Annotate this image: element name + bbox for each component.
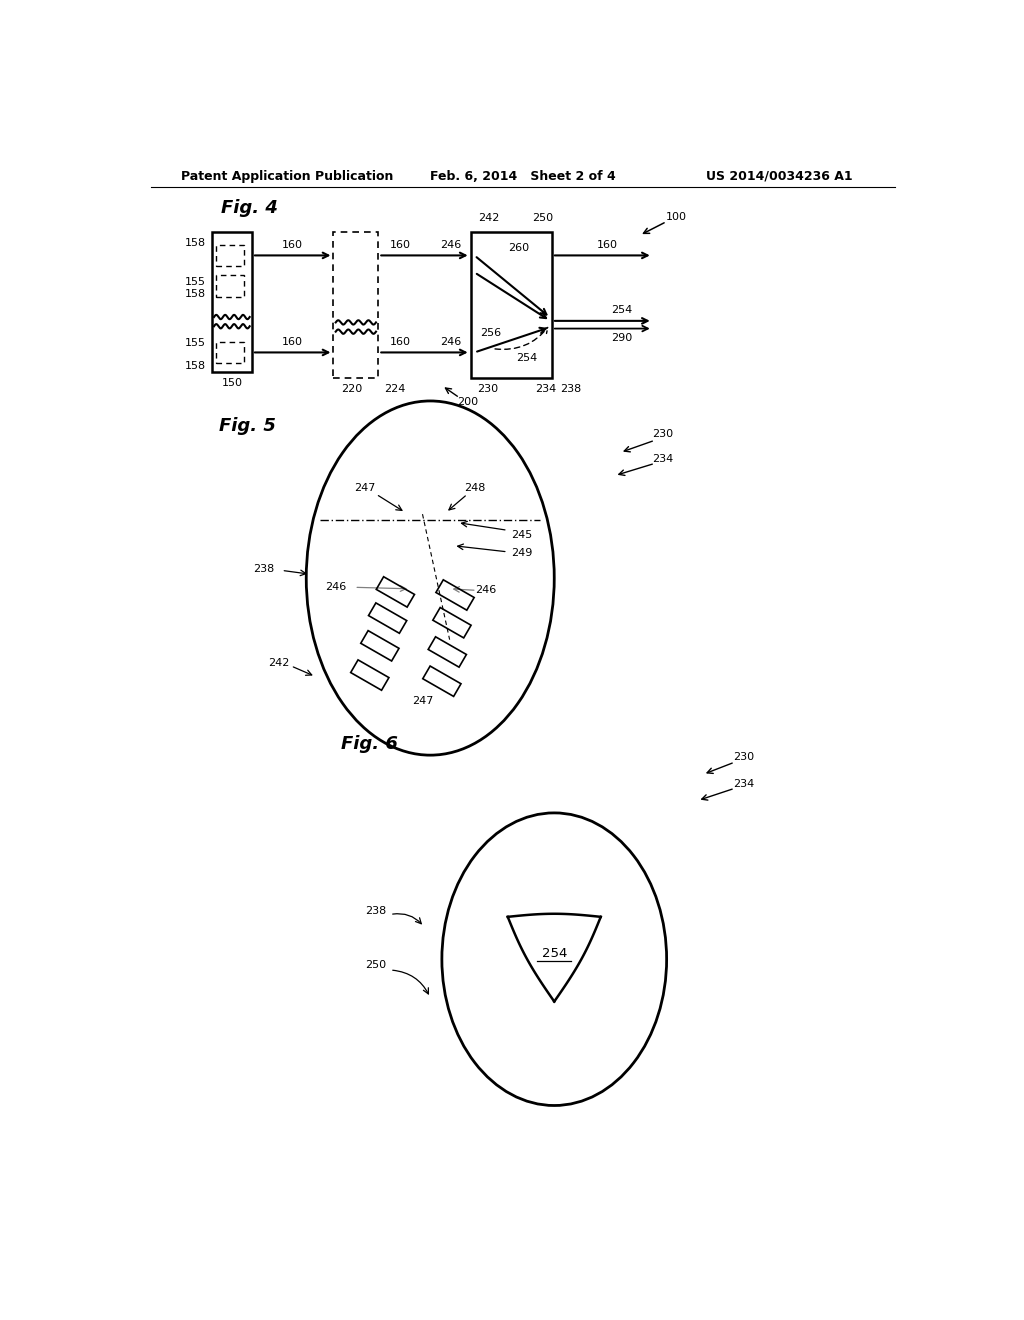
Text: 100: 100 [667, 213, 687, 222]
Text: 224: 224 [385, 384, 406, 393]
Bar [410, 558, 444, 573]
Bar [376, 577, 415, 607]
Text: 256: 256 [480, 329, 502, 338]
Text: Patent Application Publication: Patent Application Publication [180, 169, 393, 182]
Text: Fig. 4: Fig. 4 [221, 199, 278, 218]
Bar [401, 512, 452, 529]
Text: Feb. 6, 2014   Sheet 2 of 4: Feb. 6, 2014 Sheet 2 of 4 [430, 169, 616, 182]
Text: 242: 242 [268, 657, 290, 668]
Text: 230: 230 [733, 752, 755, 763]
Text: 230: 230 [652, 429, 674, 440]
Bar [334, 232, 378, 378]
Text: 155: 155 [185, 277, 206, 286]
Bar [212, 232, 252, 372]
Text: 200: 200 [457, 397, 478, 408]
Bar [216, 342, 245, 363]
Bar [410, 581, 444, 595]
Text: 234: 234 [536, 384, 556, 393]
Text: 246: 246 [475, 585, 497, 595]
Text: 158: 158 [185, 289, 206, 298]
Text: 238: 238 [253, 564, 274, 574]
Bar [436, 579, 474, 610]
Text: 254: 254 [516, 352, 537, 363]
Text: 160: 160 [597, 240, 618, 251]
Text: 245: 245 [512, 529, 532, 540]
Text: 158: 158 [185, 362, 206, 371]
Bar [433, 607, 471, 638]
Text: 160: 160 [390, 338, 411, 347]
Text: 160: 160 [283, 338, 303, 347]
Text: 247: 247 [412, 696, 433, 706]
Ellipse shape [442, 813, 667, 1106]
Bar [410, 537, 444, 552]
Text: 246: 246 [440, 240, 462, 251]
Bar [216, 276, 245, 297]
Text: 246: 246 [325, 582, 346, 593]
Text: 248: 248 [465, 483, 485, 492]
Text: 234: 234 [652, 454, 674, 463]
Text: Fig. 6: Fig. 6 [341, 735, 398, 752]
Text: 234: 234 [733, 779, 755, 788]
Bar [471, 232, 552, 378]
Text: 160: 160 [283, 240, 303, 251]
Text: 155: 155 [185, 338, 206, 348]
Bar [350, 660, 389, 690]
Text: 158: 158 [185, 238, 206, 248]
Text: 230: 230 [477, 384, 498, 393]
Text: 250: 250 [366, 961, 387, 970]
Text: 260: 260 [508, 243, 529, 252]
Text: 220: 220 [341, 384, 362, 393]
Text: 254: 254 [611, 305, 632, 315]
Bar [360, 631, 399, 661]
Bar [423, 667, 461, 697]
Text: 249: 249 [512, 548, 534, 558]
Text: Fig. 5: Fig. 5 [219, 417, 276, 436]
Bar [428, 636, 466, 667]
Text: 254: 254 [542, 946, 567, 960]
Text: 242: 242 [478, 214, 500, 223]
Ellipse shape [306, 401, 554, 755]
Text: US 2014/0034236 A1: US 2014/0034236 A1 [706, 169, 852, 182]
Text: 238: 238 [366, 907, 387, 916]
Text: 247: 247 [353, 483, 375, 492]
Text: 250: 250 [532, 214, 553, 223]
Bar [369, 603, 407, 634]
Text: 246: 246 [440, 338, 462, 347]
Text: 150: 150 [221, 379, 243, 388]
Text: 160: 160 [390, 240, 411, 251]
Text: 290: 290 [611, 333, 632, 343]
Bar [216, 244, 245, 267]
Text: 238: 238 [560, 384, 581, 393]
